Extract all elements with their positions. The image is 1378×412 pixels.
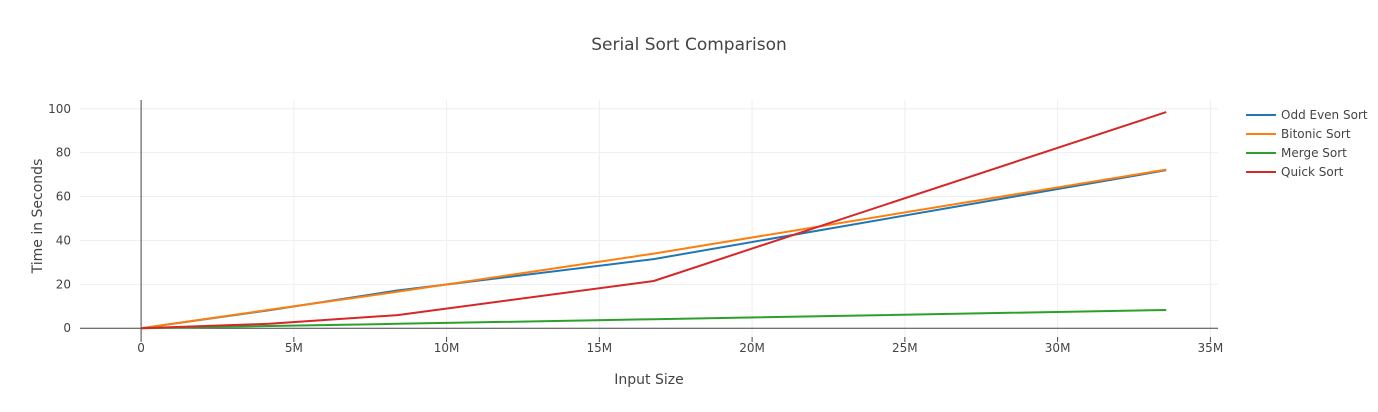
x-tick-label: 10M [434, 341, 460, 355]
x-tick-label: 35M [1198, 341, 1224, 355]
series-line-merge-sort [141, 309, 1167, 330]
y-tick-label: 60 [56, 190, 71, 204]
series-line-quick-sort [141, 111, 1167, 330]
x-tick-label: 15M [587, 341, 613, 355]
x-tick-label: 20M [739, 341, 765, 355]
tick-labels: 0 5M 10M 15M 20M 25M 30M 35M 0 20 40 60 80 100 [48, 102, 1223, 355]
x-tick-label: 0 [137, 341, 145, 355]
y-tick-label: 20 [56, 277, 71, 291]
legend: Odd Even Sort Bitonic Sort Merge Sort Quick… [1246, 108, 1368, 179]
legend-label-bitonic-sort: Bitonic Sort [1281, 127, 1351, 141]
x-tick-label: 30M [1045, 341, 1071, 355]
y-axis-label: Time in Seconds [30, 159, 46, 275]
x-tick-label: 25M [892, 341, 918, 355]
y-tick-label: 100 [48, 102, 71, 116]
legend-label-odd-even-sort: Odd Even Sort [1281, 108, 1368, 122]
legend-label-quick-sort: Quick Sort [1281, 165, 1344, 179]
y-tick-label: 40 [56, 233, 71, 247]
legend-label-merge-sort: Merge Sort [1281, 146, 1347, 160]
axes [80, 100, 1218, 342]
series-lines [140, 111, 1167, 330]
y-tick-label: 80 [56, 146, 71, 160]
series-line-bitonic-sort [140, 168, 1167, 330]
grid [80, 100, 1218, 337]
x-tick-label: 5M [285, 341, 303, 355]
y-tick-label: 0 [63, 321, 71, 335]
x-axis-label: Input Size [614, 372, 683, 388]
chart-title: Serial Sort Comparison [591, 35, 787, 55]
